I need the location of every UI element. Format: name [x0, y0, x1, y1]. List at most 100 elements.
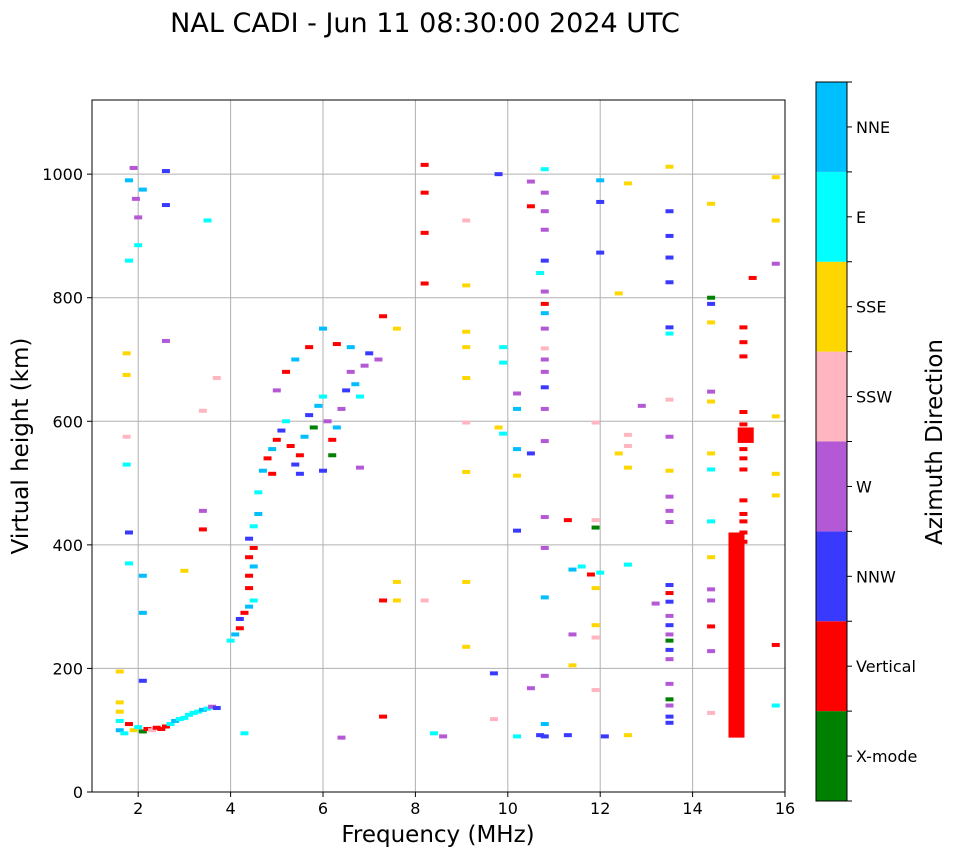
- echo-point: [235, 626, 244, 631]
- echo-point: [295, 471, 304, 476]
- echo-point: [129, 165, 138, 170]
- echo-point: [180, 715, 189, 720]
- echo-point: [249, 564, 258, 569]
- echo-point: [665, 720, 674, 725]
- echo-point: [429, 731, 438, 736]
- echo-point: [115, 718, 124, 723]
- echo-point: [180, 568, 189, 573]
- echo-point: [739, 422, 748, 427]
- echo-point: [420, 230, 429, 235]
- echo-point: [540, 227, 549, 232]
- colorbar-label: SSW: [856, 388, 892, 407]
- echo-point: [115, 709, 124, 714]
- echo-point: [291, 357, 300, 362]
- colorbar-label: X-mode: [856, 747, 917, 766]
- echo-point: [245, 586, 254, 591]
- echo-point: [739, 511, 748, 516]
- echo-point: [138, 573, 147, 578]
- echo-point: [499, 360, 508, 365]
- echo-point: [198, 408, 207, 413]
- echo-point: [462, 420, 471, 425]
- echo-point: [665, 613, 674, 618]
- echo-point: [212, 376, 221, 381]
- echo-point: [379, 314, 388, 319]
- echo-point: [462, 345, 471, 350]
- echo-point: [771, 175, 780, 180]
- echo-point: [355, 465, 364, 470]
- echo-point: [115, 728, 124, 733]
- echo-point: [161, 169, 170, 174]
- echo-point: [152, 725, 161, 730]
- echo-point: [540, 311, 549, 316]
- echo-point: [623, 562, 632, 567]
- echo-point: [198, 707, 207, 712]
- echo-point: [596, 178, 605, 183]
- echo-point: [355, 394, 364, 399]
- echo-point: [623, 444, 632, 448]
- echo-point: [208, 704, 217, 709]
- echo-point: [245, 536, 254, 541]
- colorbar-segment: [816, 82, 847, 172]
- echo-point: [771, 642, 780, 647]
- echo-point: [122, 372, 131, 377]
- echo-point: [540, 385, 549, 390]
- echo-point: [166, 722, 175, 727]
- echo-point: [161, 338, 170, 343]
- echo-point: [707, 320, 716, 325]
- echo-point: [323, 419, 332, 424]
- echo-point: [462, 644, 471, 649]
- colorbar-segment: [816, 711, 847, 801]
- echo-point: [665, 703, 674, 708]
- echo-point: [596, 570, 605, 575]
- echo-point: [115, 700, 124, 705]
- colorbar-label: Vertical: [856, 657, 916, 676]
- echo-point: [540, 439, 549, 444]
- echo-point: [707, 598, 716, 603]
- echo-point: [739, 340, 748, 345]
- echo-point: [462, 469, 471, 474]
- echo-point: [526, 179, 535, 184]
- data-marks: [115, 162, 780, 740]
- echo-point: [189, 710, 198, 715]
- echo-point: [138, 729, 147, 734]
- colorbar-frame: [815, 81, 848, 802]
- x-tick-label: 2: [133, 799, 143, 818]
- echo-point: [462, 218, 471, 223]
- y-tick-label: 0: [73, 783, 83, 802]
- echo-point: [282, 419, 291, 424]
- echo-point: [568, 632, 577, 637]
- y-tick-label: 200: [52, 659, 83, 678]
- echo-point: [540, 734, 549, 739]
- echo-point: [249, 524, 258, 529]
- echo-point: [707, 451, 716, 456]
- echo-point: [591, 635, 600, 640]
- plot-frame: [91, 99, 786, 793]
- echo-point: [131, 196, 140, 201]
- echo-point: [175, 717, 184, 722]
- echo-point: [379, 714, 388, 719]
- echo-point: [540, 289, 549, 294]
- colorbar-label: E: [856, 208, 866, 227]
- echo-point: [268, 471, 277, 476]
- echo-point: [665, 233, 674, 238]
- echo-point: [665, 623, 674, 628]
- x-tick-label: 8: [410, 799, 420, 818]
- echo-point: [665, 255, 674, 260]
- echo-point: [240, 731, 249, 736]
- echo-point: [748, 275, 757, 280]
- echo-point: [203, 218, 212, 223]
- echo-point: [134, 725, 143, 730]
- echo-point: [568, 663, 577, 668]
- echo-point: [122, 434, 131, 439]
- echo-point: [337, 735, 346, 740]
- echo-point: [305, 345, 314, 350]
- echo-point: [526, 204, 535, 209]
- echo-point: [623, 181, 632, 186]
- echo-point: [314, 403, 323, 408]
- echo-point: [332, 425, 341, 430]
- echo-point: [254, 511, 263, 516]
- echo-point: [171, 718, 180, 723]
- x-tick-label: 16: [775, 799, 795, 818]
- echo-point: [665, 591, 674, 596]
- echo-point: [739, 325, 748, 330]
